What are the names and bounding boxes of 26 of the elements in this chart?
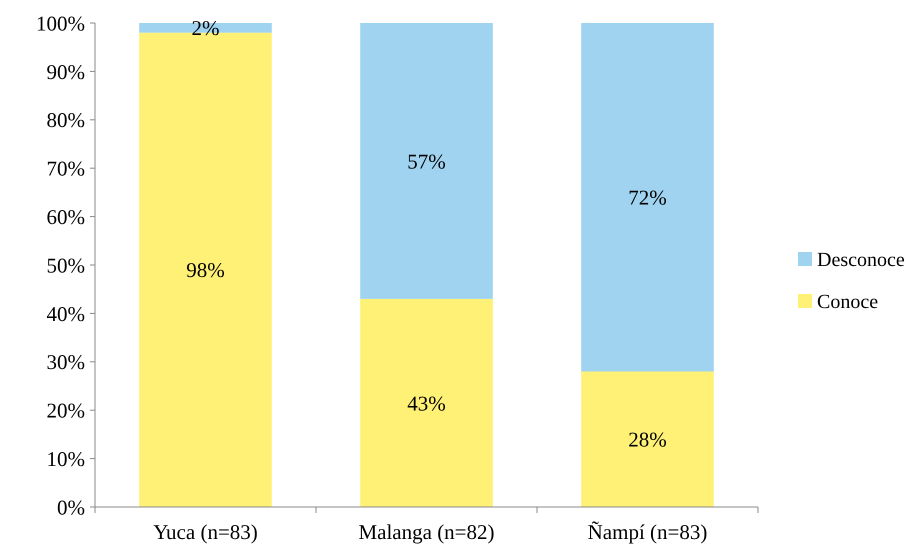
- y-tick-label: 70%: [46, 156, 85, 181]
- legend-label: Conoce: [817, 291, 878, 313]
- y-tick-label: 0%: [57, 495, 85, 520]
- bar: [581, 371, 714, 507]
- data-label: 43%: [407, 391, 446, 416]
- data-label: 28%: [628, 428, 667, 452]
- y-tick-label: 20%: [46, 398, 85, 423]
- y-tick-label: 90%: [46, 60, 85, 84]
- y-tick-label: 60%: [46, 204, 85, 229]
- y-tick-label: 10%: [46, 446, 85, 471]
- bar: [581, 23, 714, 372]
- data-label: 57%: [407, 149, 446, 174]
- y-tick-label: 80%: [46, 108, 85, 132]
- x-tick-label: Ñampí (n=83): [588, 520, 708, 544]
- y-tick-label: 50%: [46, 253, 85, 278]
- x-tick-label: Malanga (n=82): [358, 520, 495, 544]
- y-tick-label: 30%: [46, 350, 85, 374]
- bar: [360, 23, 493, 299]
- legend-label: Desconoce: [817, 249, 905, 271]
- x-tick-label: Yuca (n=83): [153, 520, 258, 544]
- data-label: 2%: [192, 16, 220, 40]
- data-label: 72%: [628, 186, 667, 210]
- y-tick-label: 40%: [46, 302, 85, 326]
- bar: [360, 298, 493, 507]
- y-tick-label: 100%: [36, 11, 85, 36]
- data-label: 98%: [186, 258, 225, 282]
